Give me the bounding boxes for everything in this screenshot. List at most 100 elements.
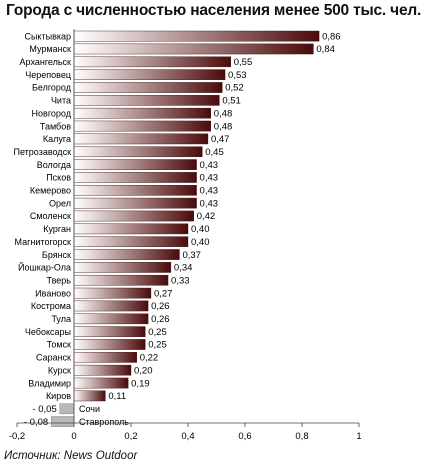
- bar: [73, 120, 212, 132]
- bar: [73, 300, 149, 312]
- value-label: 0,55: [234, 57, 253, 68]
- bar: [73, 146, 203, 158]
- value-label: 0,33: [171, 275, 190, 286]
- bar: [73, 274, 169, 286]
- category-label: Саранск: [36, 353, 71, 363]
- x-tick-label: 0,4: [181, 431, 194, 442]
- bar: [73, 197, 197, 209]
- category-label: Тверь: [47, 275, 72, 285]
- category-label: Калуга: [43, 134, 71, 144]
- category-label: Киров: [46, 391, 71, 401]
- category-label: Смоленск: [30, 211, 71, 221]
- category-label: Тамбов: [40, 121, 71, 131]
- bar: [73, 262, 172, 273]
- value-label: 0,43: [200, 198, 219, 209]
- category-label: Магнитогорск: [15, 237, 72, 247]
- bar: [73, 172, 197, 183]
- value-label: 0,84: [316, 44, 335, 55]
- category-label: Кострома: [31, 301, 71, 311]
- bar: [73, 352, 137, 363]
- category-label: Чебоксары: [25, 327, 71, 337]
- value-label: 0,42: [197, 211, 216, 222]
- value-label: 0,25: [148, 327, 167, 338]
- category-label: Новгород: [32, 108, 72, 118]
- category-label: Белгород: [32, 83, 72, 93]
- value-label: 0,86: [322, 31, 341, 42]
- value-label: 0,40: [191, 224, 210, 235]
- value-label: - 0,08: [24, 417, 48, 428]
- bar: [73, 339, 146, 350]
- category-label: Иваново: [35, 288, 71, 298]
- category-label: Брянск: [42, 250, 71, 260]
- chart-title: Города с численностью населения менее 50…: [6, 2, 422, 19]
- bar: [51, 416, 75, 427]
- x-tick-label: 0,6: [238, 431, 251, 442]
- bar: [73, 69, 226, 80]
- category-label: Курск: [48, 365, 71, 375]
- value-label: 0,48: [214, 108, 233, 119]
- category-label: Сочи: [79, 404, 100, 414]
- value-label: 0,47: [211, 134, 230, 145]
- value-label: 0,27: [154, 288, 173, 299]
- bar: [73, 107, 212, 119]
- bar: [73, 30, 320, 42]
- value-label: 0,34: [174, 263, 193, 274]
- value-label: 0,11: [108, 391, 126, 402]
- x-tick-label: 0: [71, 431, 76, 442]
- category-label: Ставрополь: [79, 417, 129, 427]
- bar: [73, 326, 146, 337]
- category-label: Петрозаводск: [13, 147, 71, 157]
- category-label: Вологда: [37, 160, 71, 170]
- x-tick-label: 0,8: [295, 431, 308, 442]
- value-label: - 0,05: [32, 404, 56, 415]
- x-tick-label: -0,2: [9, 431, 25, 442]
- value-label: 0,25: [148, 340, 167, 351]
- bar: [73, 377, 129, 389]
- value-label: 0,19: [131, 378, 150, 389]
- value-label: 0,53: [228, 70, 247, 81]
- value-label: 0,26: [151, 314, 170, 325]
- bar: [73, 95, 220, 106]
- value-label: 0,51: [222, 96, 241, 107]
- value-label: 0,26: [151, 301, 170, 312]
- bar: [73, 82, 223, 93]
- bar: [73, 313, 149, 325]
- category-label: Мурманск: [29, 44, 71, 54]
- bar: [73, 56, 231, 68]
- value-label: 0,52: [225, 83, 244, 94]
- bar: [73, 390, 106, 402]
- bar: [73, 43, 314, 55]
- source-note: Источник: News Outdoor: [4, 450, 138, 462]
- value-label: 0,40: [191, 237, 210, 248]
- x-tick-label: 1: [356, 431, 361, 442]
- value-label: 0,20: [134, 365, 153, 376]
- bar: [73, 223, 189, 235]
- category-label: Чита: [51, 96, 71, 106]
- category-label: Томск: [47, 340, 71, 350]
- bar: [73, 133, 209, 145]
- bar: [73, 210, 194, 222]
- value-label: 0,37: [182, 250, 201, 261]
- value-label: 0,48: [214, 121, 233, 132]
- x-tick-label: 0,2: [124, 431, 137, 442]
- category-label: Череповец: [25, 70, 71, 80]
- category-label: Курган: [43, 224, 71, 234]
- category-label: Псков: [46, 173, 71, 183]
- category-label: Сыктывкар: [24, 31, 71, 41]
- value-label: 0,43: [200, 186, 219, 197]
- category-label: Владимир: [28, 378, 71, 388]
- bar: [73, 287, 152, 299]
- bar: [73, 159, 197, 170]
- bar: [73, 364, 132, 376]
- value-label: 0,43: [200, 160, 219, 171]
- bar: [73, 184, 197, 196]
- value-label: 0,45: [205, 147, 224, 158]
- category-label: Орел: [49, 198, 71, 208]
- category-label: Йошкар-Ола: [18, 262, 71, 273]
- category-label: Тула: [51, 314, 71, 324]
- bar: [73, 236, 189, 248]
- bar: [59, 403, 75, 415]
- category-label: Архангельск: [20, 57, 72, 67]
- value-label: 0,22: [140, 353, 159, 364]
